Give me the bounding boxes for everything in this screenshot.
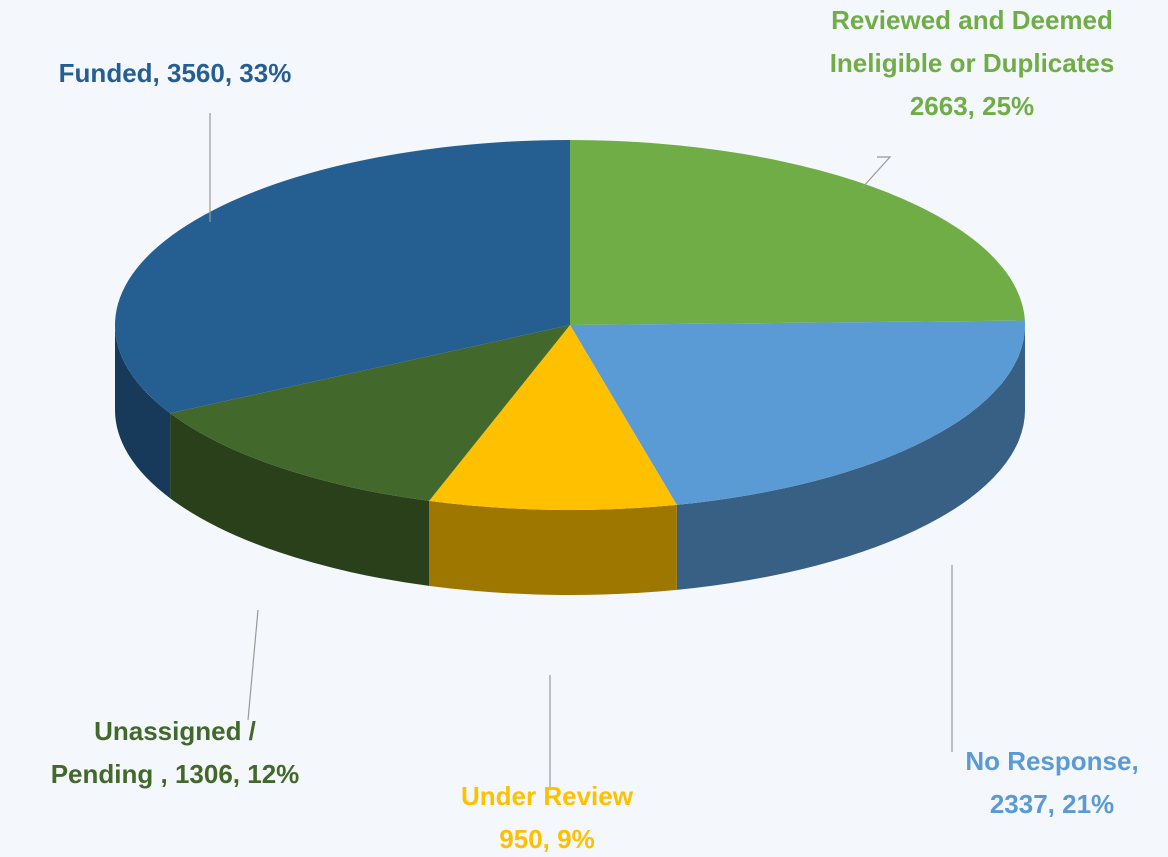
data-label: 2337, 21% <box>990 789 1114 819</box>
slice-side <box>429 500 677 595</box>
data-label: 2663, 25% <box>910 91 1034 121</box>
slice <box>570 320 1025 505</box>
slice-side <box>170 413 430 586</box>
slice-side <box>676 325 1025 590</box>
data-label: 950, 9% <box>499 824 594 854</box>
leader-line <box>247 609 259 721</box>
leader-line <box>861 156 892 189</box>
data-label: Pending , 1306, 12% <box>51 759 300 789</box>
data-label: Under Review <box>461 781 634 811</box>
data-label: Ineligible or Duplicates <box>830 48 1115 78</box>
data-label: No Response, <box>965 746 1138 776</box>
data-label: Funded, 3560, 33% <box>59 58 292 88</box>
slice <box>429 325 677 510</box>
slice <box>170 325 570 501</box>
data-label: Reviewed and Deemed <box>831 5 1113 35</box>
data-label: Unassigned / <box>94 716 256 746</box>
slice-side <box>115 325 171 499</box>
slice <box>570 140 1025 325</box>
slice <box>114 140 570 414</box>
